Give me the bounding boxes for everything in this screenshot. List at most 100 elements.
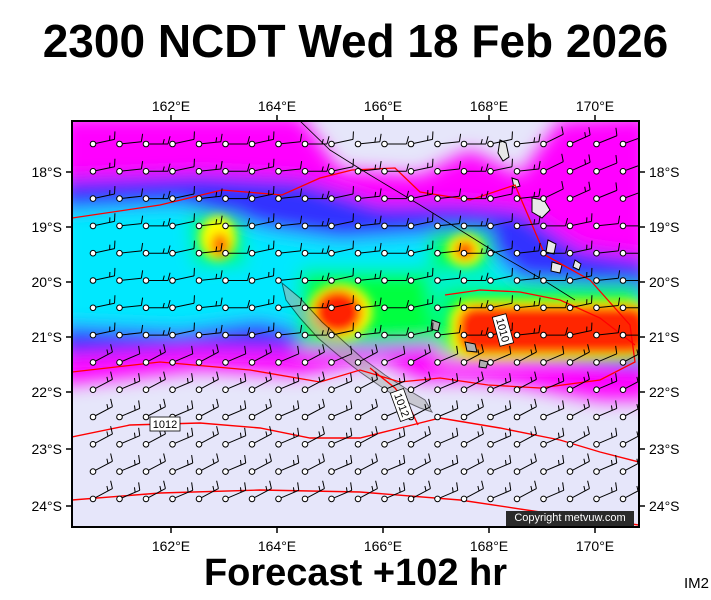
wind-barb-feather (371, 404, 374, 410)
wind-barb-feather (247, 190, 251, 199)
wind-barb-feather (562, 345, 565, 354)
track-line (299, 121, 576, 301)
wind-station-dot (248, 222, 256, 230)
wind-barb-shaft (251, 166, 274, 172)
wind-station-dot (89, 386, 97, 394)
wind-station-dot (248, 441, 256, 448)
wind-station-dot (513, 495, 521, 503)
wind-barb-feather (584, 132, 587, 138)
wind-barb-feather (162, 330, 165, 336)
wind-barb-shaft (622, 462, 639, 473)
wind-barb-feather (557, 487, 560, 493)
wind-barb-feather (588, 127, 591, 136)
wind-barb-feather (481, 426, 484, 435)
wind-barb-feather (375, 453, 378, 462)
wind-barb-feather (534, 344, 537, 353)
wind-station-dot (89, 249, 97, 257)
wind-barb-feather (216, 344, 219, 353)
wind-station-dot (434, 441, 441, 448)
wind-barb-feather (106, 376, 109, 382)
wind-barb-shaft (543, 188, 564, 200)
wind-station-dot (619, 304, 627, 312)
wind-barb-feather (583, 485, 586, 492)
wind-barb-shaft (622, 192, 639, 200)
wind-station-dot (434, 304, 441, 312)
wind-station-dot (116, 222, 123, 230)
wind-barb-shaft (92, 406, 113, 418)
wind-barb-feather (159, 376, 162, 382)
wind-barb-shaft (463, 378, 484, 391)
wind-barb-feather (220, 161, 223, 170)
wind-barb-feather (640, 330, 641, 335)
lon-tick-label: 166°E (364, 538, 402, 554)
wind-barb-feather (374, 246, 377, 252)
wind-station-dot (619, 195, 627, 202)
svg-text:1012: 1012 (153, 419, 177, 431)
wind-barb-feather (110, 480, 113, 489)
wind-barb-feather (216, 480, 219, 489)
wind-station-dot (434, 222, 441, 230)
wind-station-dot (619, 413, 627, 421)
wind-barb-feather (110, 426, 113, 435)
wind-barb-shaft (437, 332, 460, 336)
wind-station-dot (460, 359, 468, 366)
wind-barb-feather (504, 487, 507, 493)
wind-station-dot (142, 277, 150, 284)
wind-barb-feather (220, 188, 223, 197)
wind-station-dot (381, 140, 388, 148)
lat-tick-label: 21°S (31, 329, 62, 345)
wind-barb-shaft (278, 141, 301, 145)
wind-barb-feather (371, 485, 374, 492)
wind-station-dot (116, 413, 123, 421)
wind-barb-shaft (569, 248, 592, 254)
wind-barb-feather (428, 426, 431, 435)
wind-barb-feather (140, 270, 144, 279)
wind-barb-feather (565, 299, 569, 308)
wind-barb-feather (140, 297, 144, 306)
wind-barb-feather (458, 161, 462, 170)
wind-station-dot (275, 386, 282, 394)
wind-barb-feather (159, 431, 162, 437)
wind-station-dot (116, 277, 123, 284)
wind-barb-feather (191, 345, 194, 354)
wind-barb-shaft (569, 406, 590, 418)
wind-barb-feather (428, 398, 431, 407)
wind-barb-feather (458, 324, 462, 333)
wind-barb-feather (458, 133, 462, 142)
wind-barb-shaft (225, 353, 246, 363)
wind-barb-feather (299, 242, 303, 251)
wind-barb-feather (269, 398, 272, 407)
wind-barb-shaft (410, 220, 433, 227)
wind-barb-shaft (490, 302, 513, 309)
wind-barb-feather (481, 480, 484, 489)
wind-barb-shaft (251, 460, 272, 473)
wind-barb-shaft (198, 488, 219, 500)
wind-barb-shaft (225, 489, 246, 500)
wind-station-dot (460, 140, 468, 148)
core-red-central (314, 290, 362, 334)
lat-tick-label: 21°S (649, 329, 680, 345)
wind-barb-shaft (278, 435, 299, 445)
wind-station-dot (487, 413, 494, 421)
wind-station-dot (593, 277, 600, 284)
wind-station-dot (89, 168, 97, 175)
wind-barb-shaft (596, 250, 619, 254)
wind-station-dot (566, 331, 574, 339)
wind-barb-feather (244, 345, 247, 354)
wind-barb-shaft (145, 351, 166, 363)
lat-labels-right: 18°S 19°S 20°S 21°S 22°S 23°S 24°S (649, 164, 680, 514)
wind-barb-feather (565, 245, 569, 254)
wind-barb-feather (162, 248, 165, 254)
wind-barb-feather (533, 328, 536, 334)
wind-barb-shaft (490, 380, 511, 391)
wind-barb-shaft (145, 488, 166, 500)
wind-barb-feather (326, 327, 330, 336)
wind-barb-shaft (357, 168, 380, 172)
wind-barb-feather (480, 330, 483, 336)
wind-barb-shaft (622, 435, 639, 445)
wind-barb-feather (297, 345, 300, 354)
wind-barb-feather (212, 485, 215, 492)
wind-barb-shaft (198, 141, 221, 145)
wind-barb-feather (481, 371, 484, 380)
